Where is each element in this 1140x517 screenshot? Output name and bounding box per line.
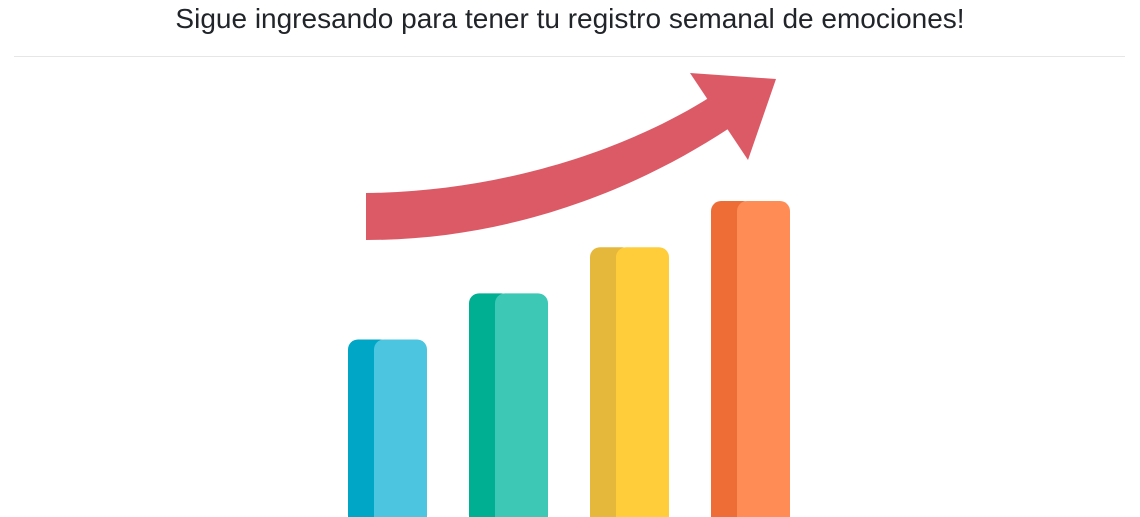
bars-group bbox=[348, 201, 790, 517]
bar-3 bbox=[616, 247, 669, 517]
bar-2 bbox=[495, 293, 548, 517]
page-header: Sigue ingresando para tener tu registro … bbox=[0, 0, 1140, 56]
header-divider bbox=[14, 56, 1125, 57]
bar-4 bbox=[737, 201, 790, 517]
bar-1 bbox=[374, 339, 427, 517]
arrow-shaft bbox=[366, 92, 728, 240]
growth-chart-illustration bbox=[348, 73, 790, 517]
arrow-head bbox=[690, 73, 776, 160]
page-title: Sigue ingresando para tener tu registro … bbox=[175, 3, 965, 34]
up-arrow-icon bbox=[366, 73, 776, 240]
